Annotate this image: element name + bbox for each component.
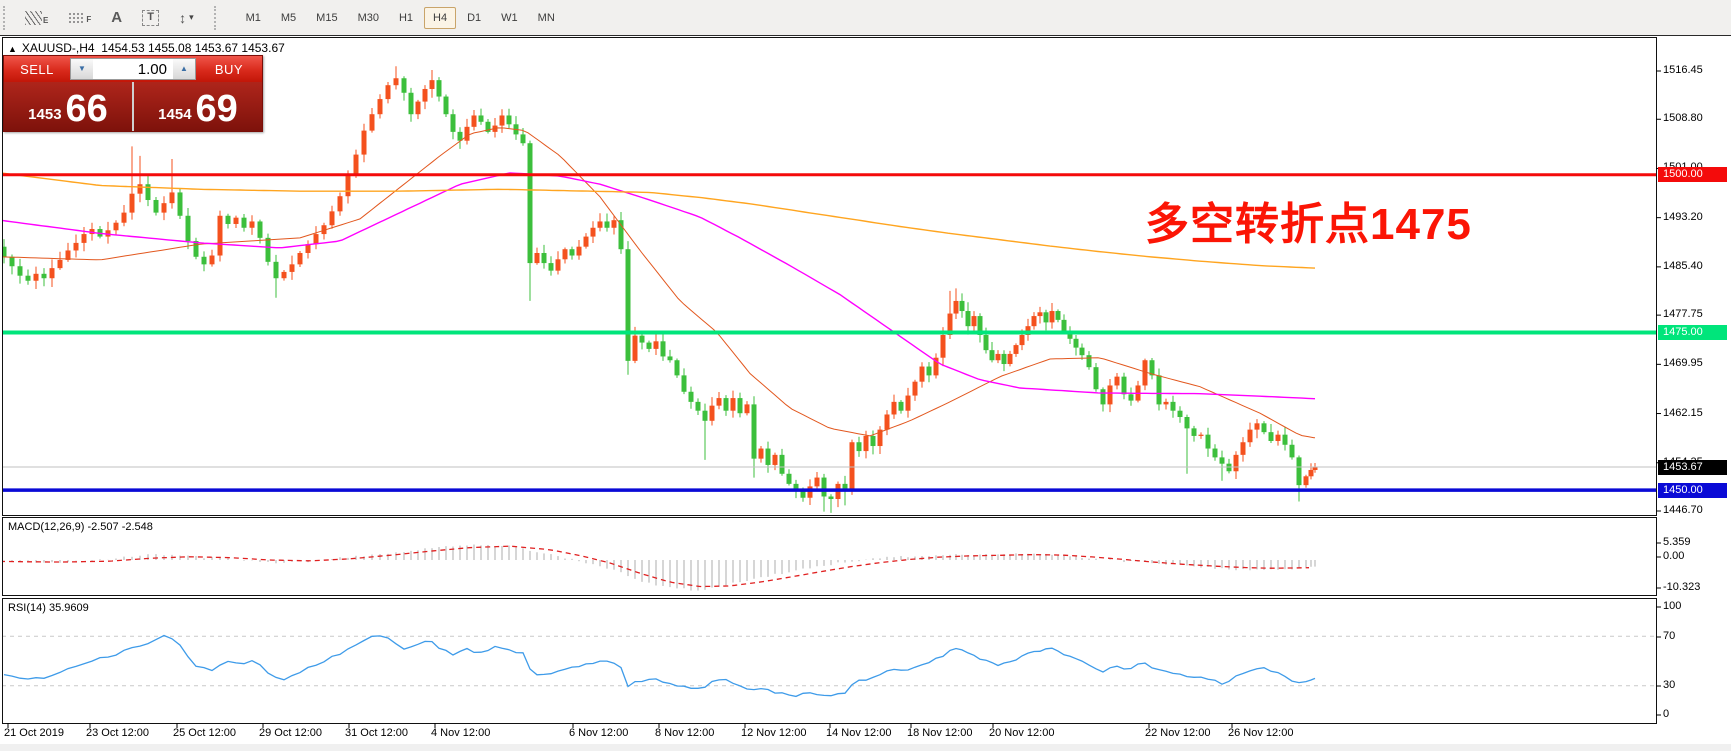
buy-price-big: 69 bbox=[195, 88, 238, 130]
timeframe-button-h1[interactable]: H1 bbox=[398, 11, 414, 24]
timeframe-button-m1[interactable]: M1 bbox=[245, 11, 261, 24]
timeframe-button-m30[interactable]: M30 bbox=[357, 11, 379, 24]
chart-annotation-text: 多空转折点1475 bbox=[1145, 200, 1472, 249]
buy-price-display[interactable]: 1454 69 bbox=[134, 82, 262, 131]
price-axis-label: 1485.40 bbox=[1663, 259, 1703, 272]
one-click-trading-panel: SELL ▼ ▲ BUY 1453 66 1454 69 bbox=[3, 55, 263, 132]
text-a-icon[interactable]: A bbox=[111, 8, 123, 26]
sell-button[interactable]: SELL bbox=[20, 61, 54, 77]
date-axis-label: 23 Oct 12:00 bbox=[86, 727, 149, 739]
buy-price-small: 1454 bbox=[158, 106, 192, 123]
timeframe-button-m5[interactable]: M5 bbox=[280, 11, 297, 24]
date-axis-label: 31 Oct 12:00 bbox=[345, 727, 408, 739]
timeframe-button-w1[interactable]: W1 bbox=[501, 11, 518, 24]
price-axis-label: 1477.75 bbox=[1663, 308, 1703, 321]
toolbar-grip[interactable] bbox=[3, 5, 9, 30]
trade-prices-row: 1453 66 1454 69 bbox=[4, 82, 262, 131]
timeframe-button-d1[interactable]: D1 bbox=[467, 11, 482, 24]
volume-input[interactable] bbox=[93, 59, 173, 79]
date-axis-label: 18 Nov 12:00 bbox=[907, 727, 973, 739]
volume-control: ▼ ▲ bbox=[70, 58, 196, 80]
current-price-badge: 1453.67 bbox=[1658, 459, 1727, 475]
rsi-axis-label: 0 bbox=[1663, 708, 1670, 720]
volume-decrease-button[interactable]: ▼ bbox=[71, 59, 93, 79]
date-axis-label: 25 Oct 12:00 bbox=[173, 727, 236, 739]
price-axis-label: 1493.20 bbox=[1663, 210, 1703, 223]
rsi-axis-label: 30 bbox=[1663, 679, 1676, 691]
date-axis-label: 26 Nov 12:00 bbox=[1228, 727, 1294, 739]
price-axis-label: 1446.70 bbox=[1663, 504, 1703, 516]
timeframe-toolbar: M1 M5 M15 M30 H1 H4 D1 W1 MN bbox=[236, 6, 565, 29]
arrows-dropdown-icon[interactable]: ↕ ▾ bbox=[179, 9, 194, 26]
date-axis-label: 8 Nov 12:00 bbox=[655, 727, 715, 739]
macd-axis-label: 0.00 bbox=[1663, 550, 1685, 562]
price-level-badge: 1475.00 bbox=[1658, 324, 1727, 340]
ohlc-values: 1454.53 1455.08 1453.67 1453.67 bbox=[101, 41, 285, 55]
symbol-name: XAUUSD-,H4 bbox=[21, 41, 95, 55]
price-level-badge: 1450.00 bbox=[1658, 482, 1727, 498]
sell-price-big: 66 bbox=[65, 88, 108, 130]
trade-buttons-row: SELL ▼ ▲ BUY bbox=[4, 56, 262, 82]
timeframe-button-mn[interactable]: MN bbox=[537, 11, 555, 24]
rsi-axis-label: 100 bbox=[1663, 600, 1682, 612]
date-axis-label: 6 Nov 12:00 bbox=[569, 727, 629, 739]
date-axis-label: 21 Oct 2019 bbox=[4, 727, 64, 739]
macd-axis-label: 5.359 bbox=[1663, 536, 1691, 548]
macd-axis-label: -10.323 bbox=[1663, 581, 1701, 593]
rsi-axis-label: 70 bbox=[1663, 630, 1676, 642]
buy-button[interactable]: BUY bbox=[214, 61, 244, 77]
date-axis-label: 20 Nov 12:00 bbox=[989, 727, 1055, 739]
equidistant-channel-icon[interactable]: E bbox=[17, 8, 56, 28]
fibonacci-retracement-icon[interactable]: F bbox=[60, 9, 99, 27]
toolbar-grip-2[interactable] bbox=[213, 5, 220, 30]
timeframe-button-m15[interactable]: M15 bbox=[316, 11, 338, 24]
date-axis-label: 4 Nov 12:00 bbox=[431, 727, 491, 739]
volume-increase-button[interactable]: ▲ bbox=[173, 59, 195, 79]
footer-strip bbox=[0, 744, 1731, 751]
price-divider bbox=[132, 82, 134, 131]
price-axis-label: 1469.95 bbox=[1663, 357, 1703, 370]
date-axis-label: 14 Nov 12:00 bbox=[826, 727, 892, 739]
timeframe-button-h4[interactable]: H4 bbox=[424, 6, 457, 29]
text-label-icon[interactable]: T bbox=[134, 7, 167, 29]
date-axis-label: 22 Nov 12:00 bbox=[1145, 727, 1211, 739]
date-axis-label: 29 Oct 12:00 bbox=[259, 727, 322, 739]
price-axis-label: 1462.15 bbox=[1663, 406, 1703, 419]
macd-indicator-label: MACD(12,26,9) -2.507 -2.548 bbox=[8, 521, 153, 533]
date-axis-label: 12 Nov 12:00 bbox=[741, 727, 807, 739]
sell-price-small: 1453 bbox=[28, 106, 62, 123]
symbol-info-line: ▲ XAUUSD-,H4 1454.53 1455.08 1453.67 1453… bbox=[8, 41, 285, 55]
rsi-indicator-label: RSI(14) 35.9609 bbox=[8, 602, 89, 614]
sell-price-display[interactable]: 1453 66 bbox=[4, 82, 132, 131]
panel-collapse-arrow-icon[interactable]: ▲ bbox=[8, 44, 17, 54]
drawing-tools-group: E F A T ↕ ▾ bbox=[15, 7, 204, 29]
toolbar: E F A T ↕ ▾ M1 M5 M15 M30 H1 H4 D1 W1 MN bbox=[0, 0, 1731, 36]
price-axis-label: 1508.80 bbox=[1663, 112, 1703, 125]
price-level-badge: 1500.00 bbox=[1658, 167, 1727, 183]
price-axis-label: 1516.45 bbox=[1663, 64, 1703, 76]
